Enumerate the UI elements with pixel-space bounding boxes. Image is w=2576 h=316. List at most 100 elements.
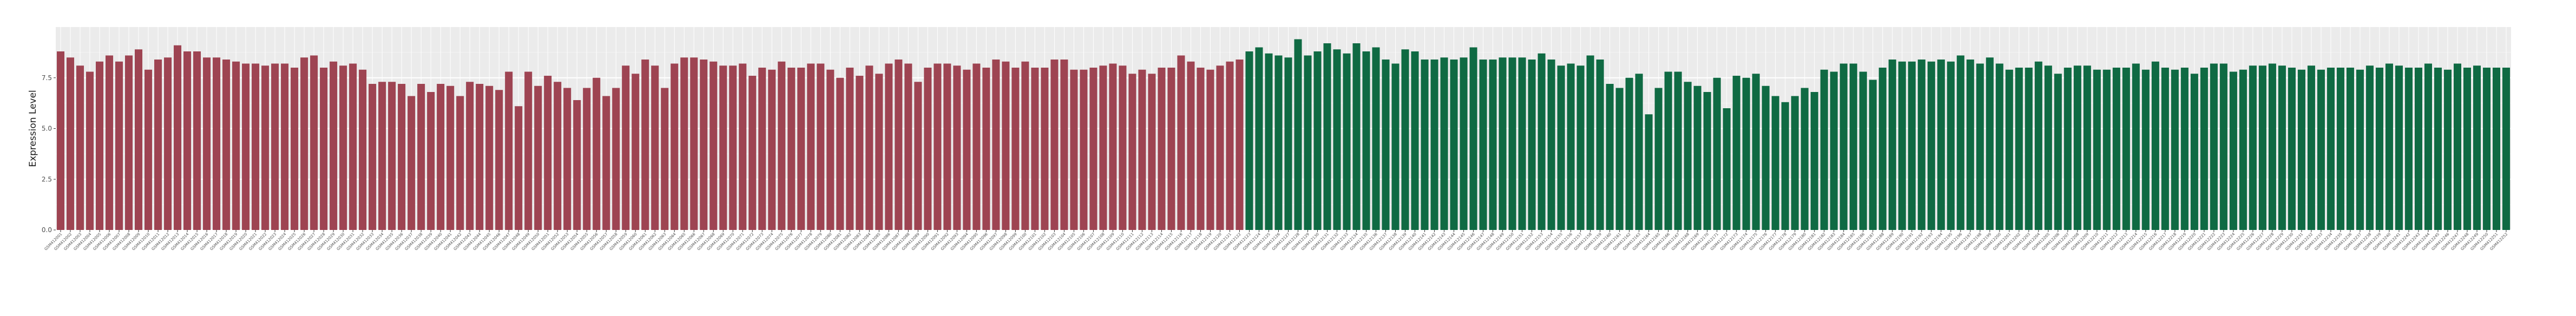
bar bbox=[768, 69, 776, 230]
bar bbox=[953, 65, 961, 230]
bar bbox=[778, 61, 786, 230]
bar bbox=[1635, 74, 1643, 230]
bar bbox=[671, 63, 679, 230]
bar bbox=[466, 82, 474, 230]
bar bbox=[2044, 65, 2052, 230]
bar bbox=[2327, 68, 2335, 230]
bar bbox=[1021, 61, 1029, 230]
bar bbox=[66, 57, 75, 230]
bar bbox=[1294, 39, 1302, 230]
bar bbox=[2122, 68, 2130, 230]
bar bbox=[2219, 63, 2227, 230]
bar bbox=[1430, 60, 1438, 230]
bar bbox=[797, 68, 805, 230]
bar bbox=[1255, 47, 1263, 230]
bar bbox=[154, 60, 162, 230]
bar bbox=[2151, 61, 2159, 230]
bar bbox=[1674, 71, 1682, 230]
bar bbox=[1119, 65, 1127, 230]
bar bbox=[1362, 51, 1370, 230]
bar bbox=[2453, 63, 2461, 230]
bar bbox=[56, 51, 65, 230]
bar bbox=[2258, 65, 2266, 230]
bar bbox=[787, 68, 796, 230]
bar bbox=[1391, 63, 1399, 230]
bar bbox=[2356, 69, 2364, 230]
bar bbox=[271, 63, 279, 230]
bar bbox=[739, 63, 747, 230]
bar bbox=[885, 63, 893, 230]
bar bbox=[1869, 80, 1877, 230]
bar bbox=[1888, 60, 1896, 230]
bar bbox=[213, 57, 221, 230]
bar bbox=[417, 84, 425, 230]
bar bbox=[2083, 65, 2091, 230]
bar bbox=[2443, 69, 2452, 230]
bar bbox=[1060, 60, 1068, 230]
bar bbox=[836, 77, 844, 230]
bar bbox=[281, 63, 289, 230]
bar bbox=[2034, 61, 2042, 230]
bar bbox=[972, 63, 981, 230]
y-tick-label: 2.5 bbox=[42, 175, 52, 183]
bar bbox=[446, 85, 455, 230]
bar bbox=[2015, 68, 2023, 230]
bar bbox=[174, 45, 182, 230]
bar bbox=[641, 60, 649, 230]
bar bbox=[1372, 47, 1380, 230]
bar bbox=[2171, 69, 2179, 230]
bar bbox=[398, 84, 406, 230]
bar bbox=[1236, 60, 1244, 230]
bar bbox=[1138, 69, 1146, 230]
bar bbox=[1839, 63, 1848, 230]
bar bbox=[1917, 60, 1926, 230]
bar bbox=[2102, 69, 2111, 230]
bar bbox=[2064, 68, 2072, 230]
bar bbox=[904, 63, 912, 230]
bar bbox=[2473, 65, 2481, 230]
bar bbox=[1908, 61, 1916, 230]
y-tick-label: 5.0 bbox=[42, 125, 52, 133]
bar bbox=[106, 55, 114, 230]
bar bbox=[1645, 114, 1653, 230]
bar bbox=[1499, 57, 1507, 230]
bar bbox=[1878, 68, 1887, 230]
bar bbox=[1245, 51, 1253, 230]
bar bbox=[1830, 71, 1838, 230]
bar bbox=[690, 57, 698, 230]
bar bbox=[2239, 69, 2247, 230]
bar bbox=[1937, 60, 1945, 230]
bar bbox=[1333, 49, 1341, 230]
bar bbox=[1440, 57, 1448, 230]
x-axis-ticks: GSM412001GSM412002GSM412003GSM412004GSM4… bbox=[44, 230, 2508, 252]
bar bbox=[622, 65, 630, 230]
bar bbox=[1323, 43, 1331, 230]
bar bbox=[554, 82, 562, 230]
bar bbox=[2093, 69, 2101, 230]
bar bbox=[1148, 74, 1156, 230]
bar bbox=[2005, 69, 2013, 230]
bar bbox=[1489, 60, 1497, 230]
bar bbox=[583, 88, 591, 230]
bar bbox=[632, 74, 640, 230]
bar bbox=[1274, 55, 1283, 230]
bar bbox=[2288, 68, 2296, 230]
bar bbox=[1421, 60, 1429, 230]
bar bbox=[252, 63, 260, 230]
bar bbox=[437, 84, 445, 230]
bar bbox=[2190, 74, 2198, 230]
bar bbox=[2161, 68, 2169, 230]
bar bbox=[2463, 68, 2472, 230]
bar bbox=[164, 57, 172, 230]
bar bbox=[1732, 76, 1740, 230]
bar bbox=[1976, 63, 1984, 230]
bar bbox=[291, 68, 299, 230]
bar bbox=[1265, 53, 1273, 230]
bar bbox=[1089, 68, 1098, 230]
bar bbox=[1109, 63, 1117, 230]
bar bbox=[709, 61, 718, 230]
bar bbox=[1226, 61, 1234, 230]
bar bbox=[135, 49, 143, 230]
bar bbox=[1382, 60, 1390, 230]
